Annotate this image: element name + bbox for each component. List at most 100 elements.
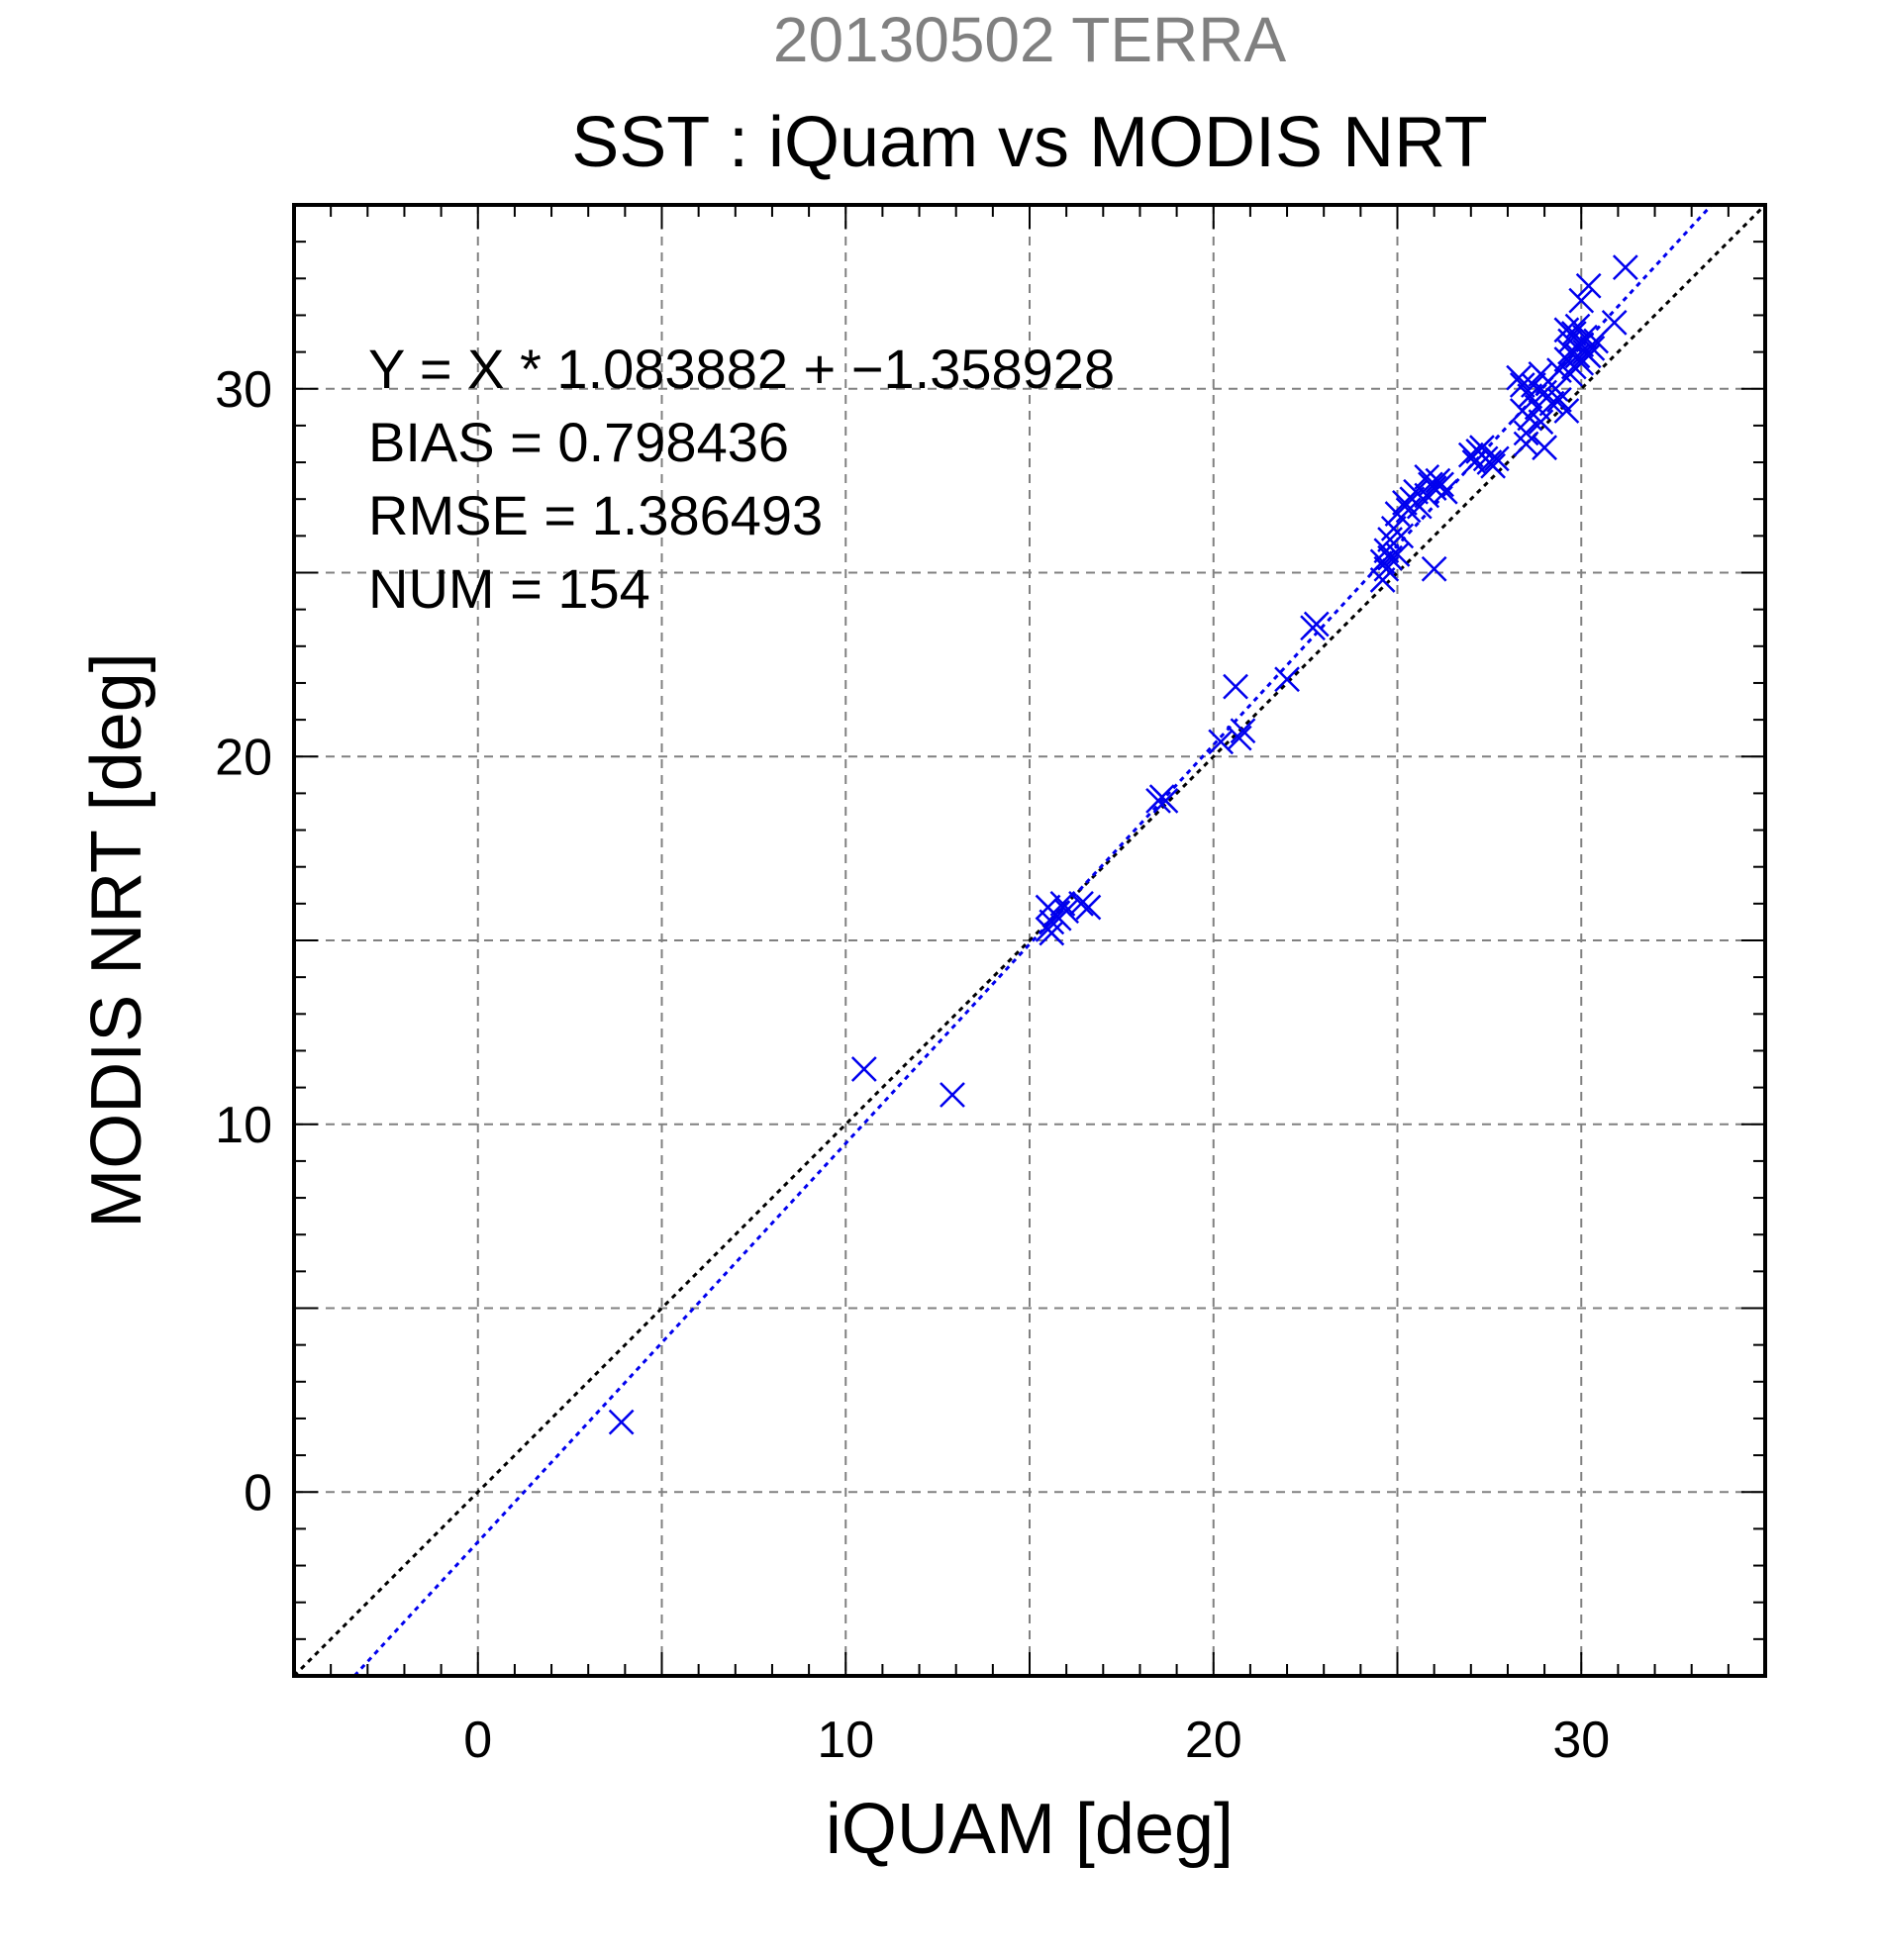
data-point-stroke	[1553, 398, 1580, 424]
x-axis-label: iQUAM [deg]	[826, 1790, 1234, 1869]
chart-title: SST : iQuam vs MODIS NRT	[571, 103, 1488, 182]
data-point	[1612, 254, 1638, 281]
y-tick-label: 30	[215, 361, 272, 419]
data-point	[1483, 445, 1510, 472]
data-point-stroke	[1612, 254, 1638, 281]
y-tick-label: 0	[244, 1464, 272, 1521]
data-point-stroke	[1528, 409, 1554, 436]
data-point-stroke	[1583, 328, 1609, 354]
data-point	[1053, 898, 1080, 925]
data-point	[1414, 464, 1440, 490]
data-point-stroke	[1432, 478, 1458, 505]
data-point-stroke	[1568, 287, 1595, 314]
data-point-stroke	[850, 1056, 877, 1082]
x-tick-labels: 0 10 20 30	[463, 1712, 1610, 1769]
data-point	[1075, 894, 1102, 921]
data-point	[1388, 523, 1415, 549]
data-point-stroke	[1506, 364, 1532, 391]
x-tick-label: 0	[463, 1712, 492, 1769]
data-points	[608, 254, 1638, 1435]
data-point-stroke	[1572, 324, 1598, 350]
stat-rmse: RMSE = 1.386493	[368, 484, 823, 546]
data-point-stroke	[940, 1082, 965, 1108]
data-point	[1575, 272, 1602, 299]
data-point	[1469, 435, 1495, 461]
data-point-stroke	[1300, 615, 1326, 641]
data-point-stroke	[1068, 890, 1094, 917]
stat-num: NUM = 154	[368, 557, 650, 620]
y-tick-label: 20	[215, 729, 272, 786]
data-point	[1480, 452, 1506, 479]
data-point	[1553, 317, 1580, 343]
chart-supertitle: 20130502 TERRA	[773, 4, 1287, 75]
data-point-stroke	[1513, 420, 1539, 446]
stat-regression: Y = X * 1.083882 + −1.358928	[368, 338, 1115, 400]
data-point	[1579, 336, 1606, 361]
data-point-stroke	[1557, 328, 1583, 354]
data-point	[1568, 287, 1595, 314]
y-tick-label: 10	[215, 1097, 272, 1154]
data-point	[1049, 890, 1076, 917]
data-point	[940, 1082, 965, 1108]
data-point-stroke	[1388, 523, 1415, 549]
data-point	[1583, 328, 1609, 354]
data-point-stroke	[1546, 357, 1572, 384]
data-point-stroke	[1483, 445, 1510, 472]
data-point-stroke	[1223, 673, 1248, 700]
data-point	[1300, 615, 1326, 641]
data-point	[1432, 478, 1458, 505]
data-point	[1274, 666, 1300, 693]
data-point	[1513, 420, 1539, 446]
data-point-stroke	[1039, 920, 1065, 946]
data-point	[1223, 673, 1248, 700]
data-point-stroke	[1429, 471, 1454, 498]
data-point-stroke	[608, 1409, 635, 1435]
data-point-stroke	[1403, 478, 1429, 505]
data-point	[1421, 555, 1447, 582]
data-point-stroke	[1421, 475, 1447, 501]
data-point	[1230, 718, 1256, 744]
data-point	[1403, 478, 1429, 505]
data-point	[1039, 920, 1065, 946]
data-point	[1395, 497, 1422, 524]
data-point-stroke	[1469, 435, 1495, 461]
stats-box: Y = X * 1.083882 + −1.358928 BIAS = 0.79…	[368, 338, 1115, 620]
y-tick-labels: 0 10 20 30	[215, 361, 272, 1522]
x-tick-label: 20	[1185, 1712, 1242, 1769]
data-point-stroke	[1395, 497, 1422, 524]
data-point-stroke	[1039, 909, 1065, 935]
data-point-stroke	[1553, 317, 1580, 343]
plot-frame	[292, 203, 1767, 1678]
data-point-stroke	[1049, 890, 1076, 917]
data-point	[1039, 909, 1065, 935]
data-point-stroke	[1532, 435, 1557, 461]
data-point-stroke	[1226, 725, 1252, 751]
data-point-stroke	[1538, 390, 1565, 417]
x-tick-label: 30	[1552, 1712, 1610, 1769]
x-tick-label: 10	[817, 1712, 874, 1769]
y-axis-label: MODIS NRT [deg]	[77, 652, 156, 1228]
data-point	[1513, 431, 1539, 457]
data-point	[1068, 890, 1094, 917]
data-point-stroke	[1230, 718, 1256, 744]
data-point-stroke	[1457, 441, 1484, 468]
data-point	[1226, 725, 1252, 751]
data-point	[1557, 361, 1583, 387]
stat-bias: BIAS = 0.798436	[368, 411, 789, 473]
data-point-stroke	[1579, 336, 1606, 361]
data-point	[1152, 787, 1179, 814]
data-point-stroke	[1152, 787, 1179, 814]
data-point-stroke	[1053, 898, 1080, 925]
data-point	[1457, 441, 1484, 468]
data-point-stroke	[1421, 555, 1447, 582]
data-point-stroke	[1560, 321, 1587, 346]
data-point	[1517, 405, 1543, 432]
data-point	[1546, 387, 1572, 413]
data-point	[1553, 398, 1580, 424]
data-point-stroke	[1274, 666, 1300, 693]
data-point-stroke	[1557, 361, 1583, 387]
data-point	[1377, 544, 1403, 571]
data-point	[1429, 471, 1454, 498]
data-point-stroke	[1546, 387, 1572, 413]
data-point	[1538, 390, 1565, 417]
